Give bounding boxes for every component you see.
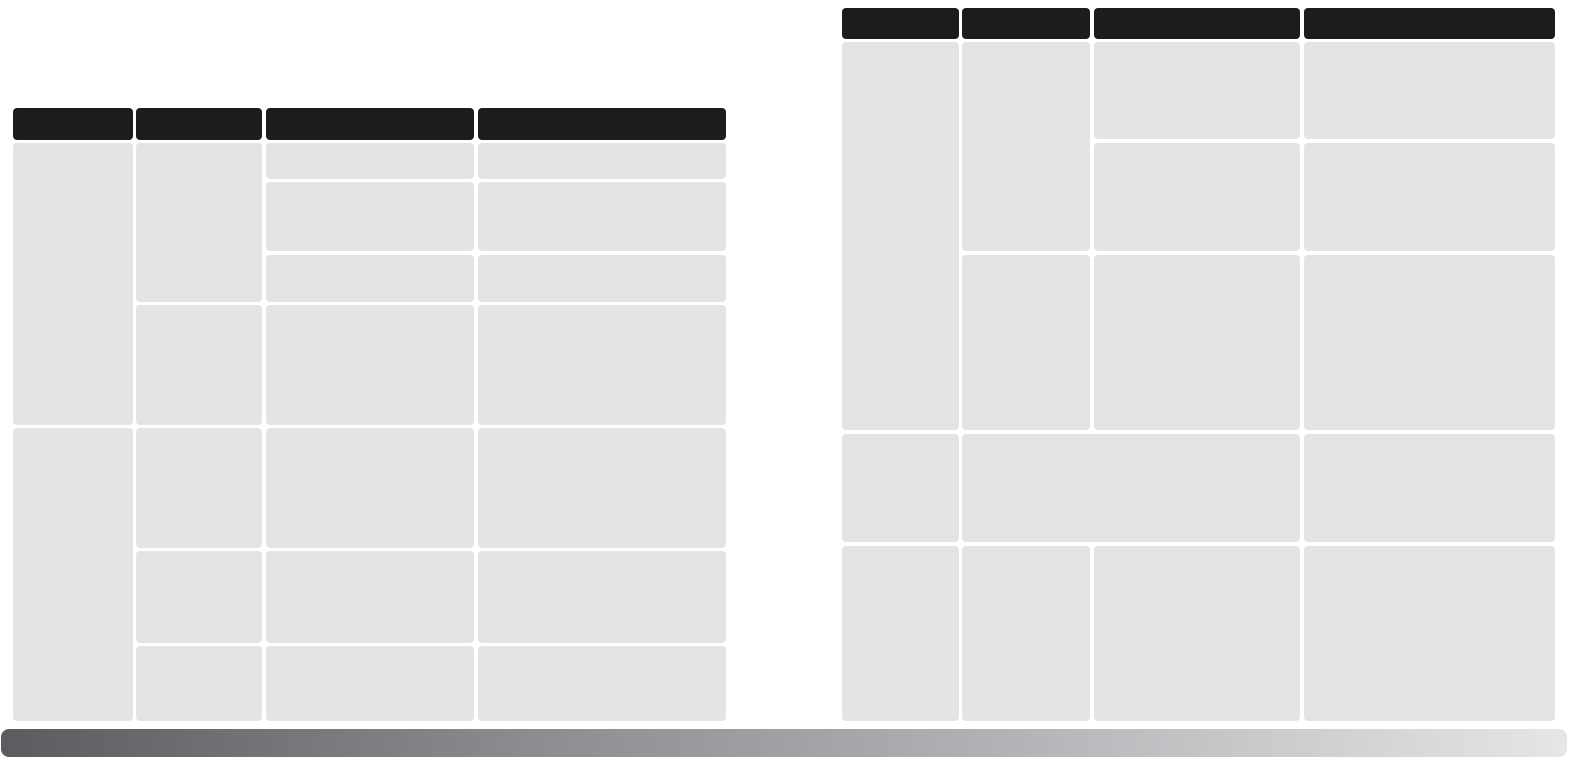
cell — [266, 182, 474, 251]
cell — [478, 305, 726, 425]
header-cell — [266, 108, 474, 140]
header-cell — [1304, 8, 1555, 39]
header-cell — [13, 108, 133, 140]
cell — [136, 305, 262, 425]
cell — [266, 551, 474, 643]
cell — [1304, 255, 1555, 430]
header-cell — [1094, 8, 1300, 39]
cell — [842, 42, 959, 430]
cell — [13, 428, 133, 721]
cell — [1304, 143, 1555, 251]
header-cell — [962, 8, 1090, 39]
cell — [962, 434, 1300, 542]
cell — [478, 551, 726, 643]
cell — [266, 305, 474, 425]
cell — [962, 42, 1090, 251]
cell — [842, 546, 959, 721]
cell — [962, 546, 1090, 721]
cell — [1094, 143, 1300, 251]
cell — [266, 143, 474, 179]
cell — [266, 428, 474, 548]
cell — [478, 255, 726, 302]
cell — [13, 143, 133, 425]
header-cell — [136, 108, 262, 140]
cell — [136, 646, 262, 721]
cell — [136, 428, 262, 548]
cell — [136, 551, 262, 643]
cell — [136, 143, 262, 302]
header-cell — [478, 108, 726, 140]
cell — [478, 428, 726, 548]
cell — [1304, 434, 1555, 542]
footer-bar — [1, 729, 1567, 757]
cell — [478, 182, 726, 251]
cell — [266, 255, 474, 302]
cell — [842, 434, 959, 542]
cell — [1304, 42, 1555, 139]
cell — [1094, 255, 1300, 430]
cell — [478, 646, 726, 721]
cell — [478, 143, 726, 179]
cell — [266, 646, 474, 721]
cell — [1094, 546, 1300, 721]
cell — [1304, 546, 1555, 721]
header-cell — [842, 8, 959, 39]
cell — [1094, 42, 1300, 139]
cell — [962, 255, 1090, 430]
